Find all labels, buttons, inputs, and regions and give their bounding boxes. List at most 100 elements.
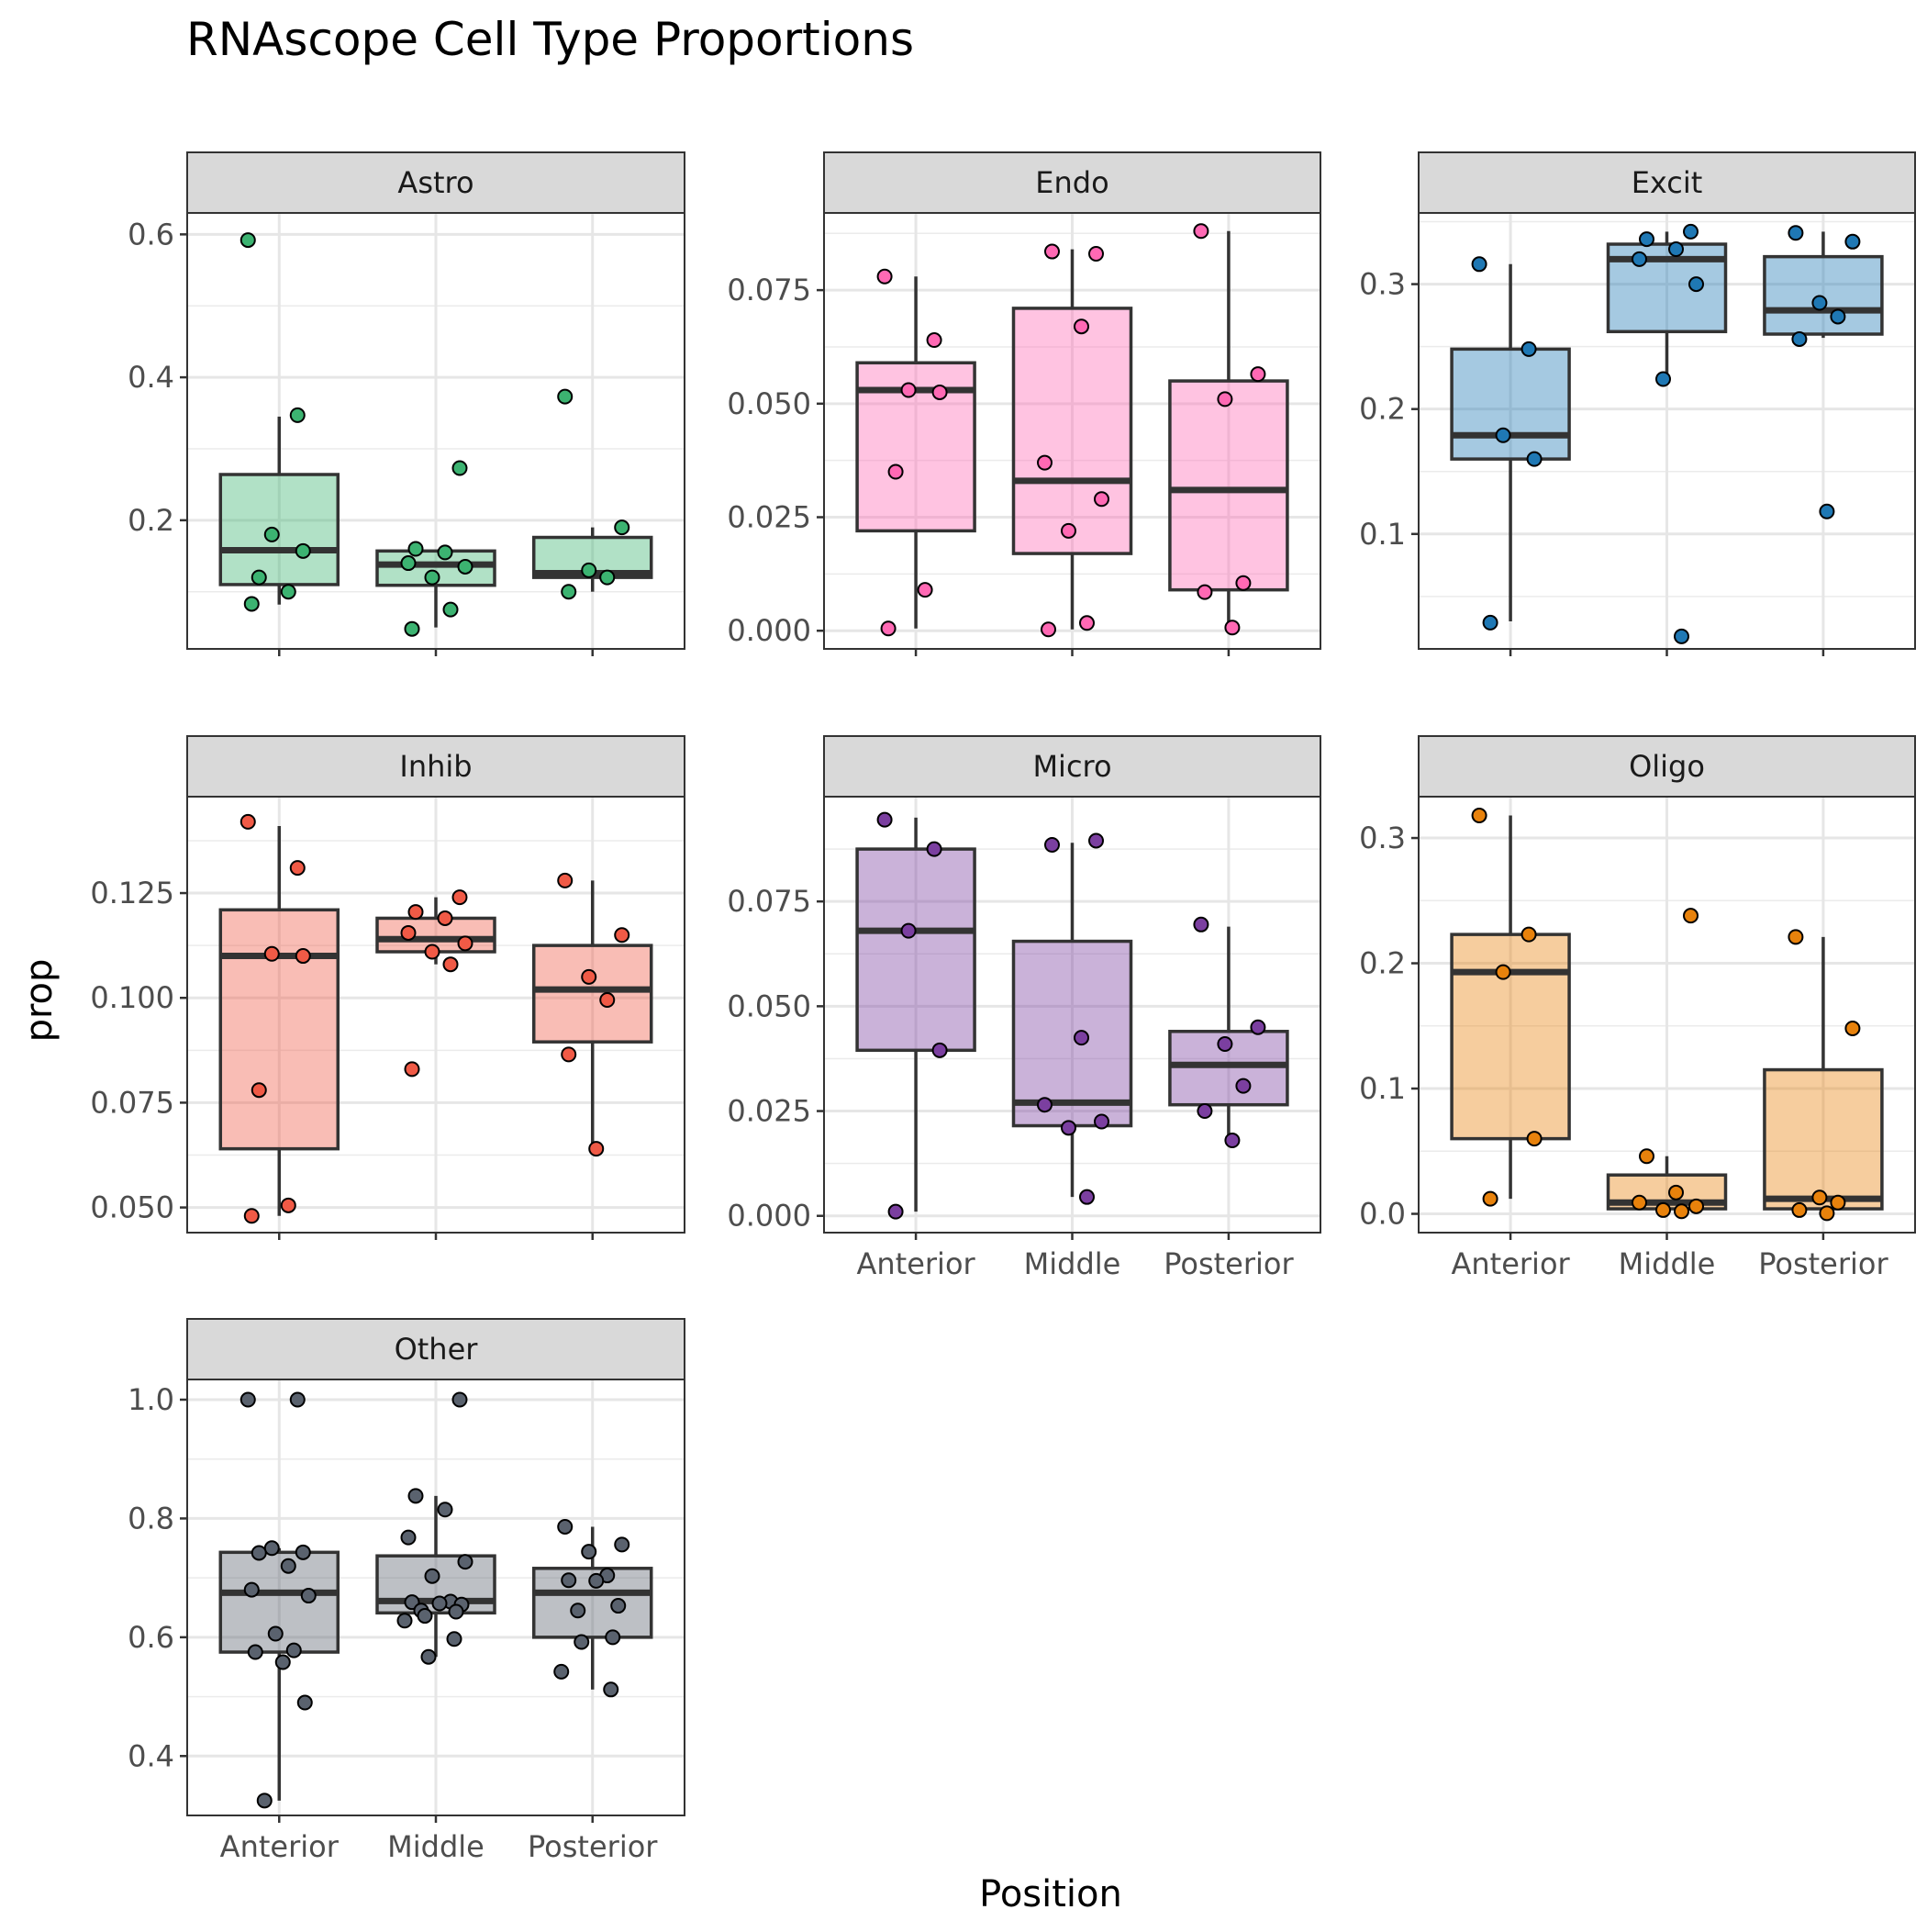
data-point <box>251 1545 267 1561</box>
data-point <box>917 582 933 598</box>
data-point <box>239 1391 256 1408</box>
facet-micro: Micro 0.000 0.025 0.050 0.075 Anterior Middle P… <box>727 735 1321 1281</box>
data-point <box>404 620 420 637</box>
data-point <box>926 332 942 349</box>
data-point <box>243 596 260 612</box>
data-point <box>424 569 440 586</box>
data-point <box>1074 318 1089 335</box>
data-point <box>280 584 296 600</box>
y-tick-label: 0.000 <box>727 1199 811 1234</box>
data-point <box>614 519 630 536</box>
data-point <box>1471 256 1487 273</box>
data-point <box>581 968 597 985</box>
y-axis-title: prop <box>18 959 61 1043</box>
strip-astro <box>186 151 685 214</box>
facet-inhib: Inhib 0.050 0.075 0.100 0.125 <box>90 735 685 1240</box>
data-point <box>451 1391 468 1408</box>
data-point <box>247 1644 263 1660</box>
x-tick-label: Middle <box>387 1829 485 1864</box>
data-point <box>296 1694 313 1711</box>
x-tick-label: Anterior <box>856 1246 975 1281</box>
x-tick-label: Posterior <box>1758 1246 1888 1281</box>
box-endo-posterior <box>1168 379 1289 592</box>
facet-other: Other 0.4 0.6 0.8 1.0 Anterior Middle Posterior <box>128 1318 685 1864</box>
x-tick-label: Posterior <box>1164 1246 1294 1281</box>
data-point <box>404 1061 420 1078</box>
data-point <box>1088 246 1104 262</box>
box-oligo-posterior <box>1763 1067 1884 1211</box>
data-point <box>614 1536 630 1553</box>
data-point <box>274 1654 291 1670</box>
strip-label-excit: Excit <box>1632 165 1703 200</box>
data-point <box>243 1581 260 1598</box>
data-point <box>887 1203 904 1220</box>
data-point <box>900 922 917 939</box>
y-tick-label: 0.1 <box>1359 1071 1406 1106</box>
y-tick-label: 0.3 <box>1359 821 1406 855</box>
y-tick-label: 0.3 <box>1359 267 1406 302</box>
data-point <box>1683 908 1699 924</box>
data-point <box>451 889 468 906</box>
data-point <box>442 956 459 973</box>
data-point <box>407 904 424 921</box>
facet-excit: Excit 0.1 0.2 0.3 <box>1359 151 1916 656</box>
data-point <box>1830 1194 1846 1211</box>
box-inhib-posterior <box>531 944 653 1044</box>
data-point <box>931 384 948 400</box>
data-point <box>1088 832 1104 849</box>
data-point <box>1074 1030 1089 1046</box>
data-point <box>1037 1097 1053 1113</box>
data-point <box>1688 276 1704 293</box>
data-point <box>280 1558 296 1574</box>
y-tick-label: 0.8 <box>128 1501 174 1536</box>
data-point <box>457 558 473 575</box>
data-point <box>588 1572 605 1589</box>
data-point <box>1061 522 1076 539</box>
data-point <box>876 811 893 828</box>
y-tick-label: 0.6 <box>128 1620 174 1655</box>
data-point <box>1094 1113 1109 1130</box>
data-point <box>1197 1103 1213 1120</box>
facet-astro: Astro 0.2 0.4 0.6 <box>128 151 685 656</box>
data-point <box>1668 1184 1684 1201</box>
data-point <box>1041 621 1056 638</box>
data-point <box>605 1629 621 1646</box>
data-point <box>1197 584 1213 600</box>
y-tick-label: 1.0 <box>128 1382 174 1417</box>
data-point <box>1079 1189 1095 1205</box>
data-point <box>599 569 616 586</box>
data-point <box>289 407 306 423</box>
data-point <box>289 1391 306 1408</box>
data-point <box>603 1681 619 1698</box>
strip-label-micro: Micro <box>1032 749 1111 784</box>
data-point <box>263 1540 280 1557</box>
data-point <box>1811 295 1828 311</box>
data-point <box>1520 341 1537 357</box>
data-point <box>448 1603 464 1620</box>
data-point <box>239 813 256 830</box>
data-point <box>1482 614 1498 631</box>
x-tick-label: Middle <box>1024 1246 1121 1281</box>
data-point <box>1655 371 1671 387</box>
data-point <box>1235 1078 1252 1094</box>
box-micro-anterior <box>855 847 976 1053</box>
data-point <box>431 1595 448 1612</box>
data-point <box>256 1792 273 1809</box>
data-point <box>574 1634 590 1650</box>
y-tick-label: 0.025 <box>727 1094 811 1129</box>
data-point <box>1688 1198 1704 1214</box>
facet-panels: Astro 0.2 0.4 0.6 Endo 0.000 0.025 0.050 0.075 Ex… <box>90 151 1916 1864</box>
strip-excit <box>1418 151 1916 214</box>
data-point <box>251 569 267 586</box>
box-endo-middle <box>1011 307 1133 555</box>
y-tick-label: 0.2 <box>1359 946 1406 981</box>
chart-title: RNAscope Cell Type Proportions <box>186 13 914 66</box>
data-point <box>300 1588 317 1604</box>
x-axis-title: Position <box>979 1873 1122 1915</box>
data-point <box>295 948 311 965</box>
y-tick-label: 0.4 <box>128 1738 174 1773</box>
data-point <box>1668 240 1684 257</box>
data-point <box>1819 503 1835 519</box>
data-point <box>442 601 459 618</box>
